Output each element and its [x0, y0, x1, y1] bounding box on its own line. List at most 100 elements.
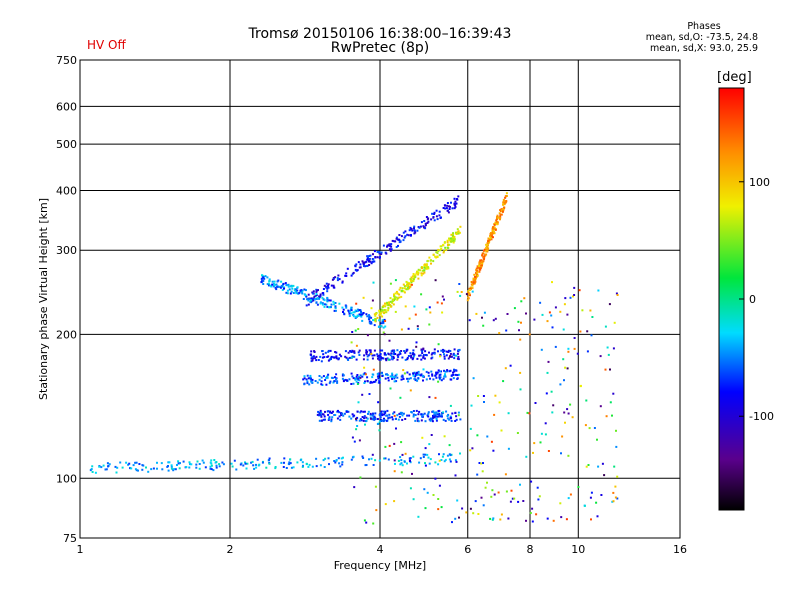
echo-point: [375, 379, 378, 382]
echo-point: [431, 373, 434, 376]
echo-point: [395, 236, 398, 239]
echo-point: [322, 293, 325, 296]
echo-point: [504, 367, 507, 370]
echo-point: [246, 462, 249, 465]
echo-point: [453, 197, 456, 200]
echo-point: [442, 453, 445, 456]
echo-point: [392, 376, 395, 379]
echo-point: [420, 349, 423, 352]
echo-point: [377, 377, 380, 380]
echo-point: [316, 303, 319, 306]
echo-point: [438, 453, 440, 456]
echo-point: [353, 350, 356, 353]
echo-point: [393, 350, 396, 353]
echo-point: [382, 322, 385, 325]
echo-point: [478, 270, 481, 273]
echo-point: [329, 299, 332, 302]
echo-point: [282, 282, 285, 285]
echo-point: [451, 237, 454, 240]
echo-point: [160, 462, 163, 465]
echo-point: [368, 314, 370, 317]
echo-point: [320, 419, 323, 422]
echo-point: [446, 454, 449, 457]
echo-point: [356, 410, 359, 413]
echo-point: [572, 295, 574, 298]
echo-point: [398, 241, 401, 244]
echo-point: [326, 305, 329, 308]
echo-point: [559, 383, 562, 386]
echo-point: [427, 220, 430, 223]
echo-point: [372, 373, 375, 376]
echo-point: [417, 515, 420, 518]
echo-point: [348, 310, 351, 313]
echo-point: [589, 309, 592, 312]
echo-point: [258, 463, 261, 466]
echo-point: [479, 267, 481, 270]
echo-point: [422, 225, 425, 228]
echo-point: [550, 314, 553, 317]
echo-point: [303, 288, 306, 291]
echo-point: [323, 305, 326, 308]
echo-point: [401, 287, 404, 290]
echo-point: [492, 319, 495, 322]
echo-point: [378, 381, 381, 384]
echo-point: [336, 417, 339, 420]
echo-point: [434, 396, 437, 399]
y-tick-label: 300: [56, 244, 77, 257]
echo-point: [418, 226, 421, 229]
echo-point: [435, 376, 438, 379]
echo-point: [370, 307, 373, 310]
echo-point: [457, 195, 460, 198]
echo-point: [384, 325, 387, 328]
echo-point: [403, 350, 406, 352]
echo-point: [341, 412, 344, 415]
y-tick-label: 500: [56, 138, 77, 151]
echo-point: [424, 462, 426, 465]
echo-point: [605, 415, 608, 418]
echo-point: [513, 497, 516, 500]
colorbar-unit: [deg]: [717, 70, 752, 85]
echo-point: [382, 311, 385, 314]
echo-point: [370, 457, 373, 460]
echo-point: [440, 216, 442, 219]
echo-point: [316, 413, 319, 416]
echo-point: [614, 496, 617, 499]
echo-point: [417, 370, 420, 373]
echo-point: [461, 507, 464, 510]
echo-point: [352, 311, 355, 314]
echo-point: [393, 411, 396, 414]
echo-point: [210, 468, 213, 471]
echo-point: [454, 200, 457, 203]
echo-point: [615, 445, 618, 448]
echo-point: [449, 460, 452, 463]
echo-point: [285, 467, 288, 469]
echo-point: [356, 374, 359, 376]
echo-point: [204, 466, 207, 469]
echo-point: [450, 240, 453, 243]
echo-point: [327, 286, 330, 289]
echo-point: [387, 458, 390, 461]
echo-point: [422, 347, 425, 350]
y-tick-label: 400: [56, 184, 77, 197]
echo-point: [414, 313, 417, 316]
echo-point: [332, 381, 335, 384]
echo-point: [445, 350, 448, 353]
echo-point: [404, 235, 407, 238]
echo-point: [374, 380, 377, 383]
echo-point: [362, 457, 365, 459]
echo-point: [408, 229, 411, 232]
echo-point: [231, 465, 234, 468]
echo-point: [408, 287, 411, 290]
echo-point: [333, 376, 336, 379]
echo-point: [343, 412, 346, 415]
echo-point: [365, 416, 368, 419]
echo-point: [319, 464, 322, 467]
echo-point: [443, 349, 446, 352]
echo-point: [447, 413, 450, 416]
echo-point: [493, 413, 496, 416]
echo-point: [423, 226, 425, 229]
echo-point: [588, 427, 591, 430]
echo-point: [350, 383, 353, 385]
echo-point: [212, 469, 215, 472]
echo-point: [274, 467, 277, 470]
